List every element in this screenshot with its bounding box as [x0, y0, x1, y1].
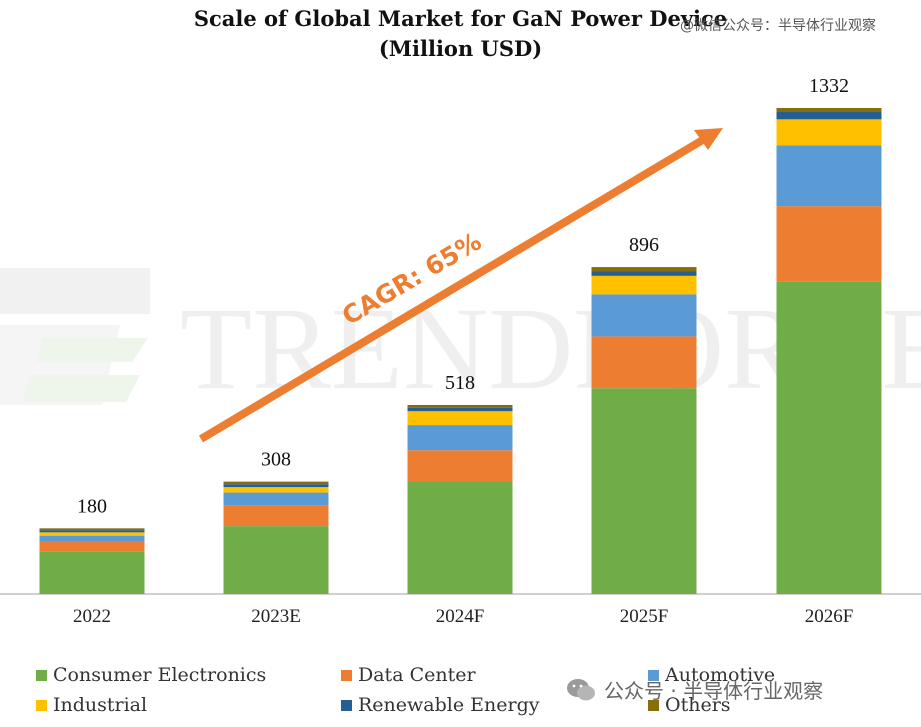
total-label-2026F: 1332: [809, 75, 849, 97]
bar-segment-consumer-electronics-2026F: [776, 281, 882, 594]
x-tick-label-2023E: 2023E: [251, 606, 301, 627]
total-label-2023E: 308: [261, 449, 291, 471]
legend-label: Others: [665, 694, 731, 716]
bar-segment-others-2022: [39, 528, 145, 531]
bar-segment-industrial-2026F: [776, 119, 882, 146]
value-labels: 180 308 518 896 1332: [77, 75, 849, 517]
chart-title-line1: Scale of Global Market for GaN Power Dev…: [193, 6, 728, 31]
bar-segment-data-center-2026F: [776, 206, 882, 282]
watermark-bottom-text: 公众号 · 半导体行业观察: [604, 679, 824, 703]
watermark-top: @微信公众号：半导体行业观察: [680, 18, 876, 34]
wechat-icon: [567, 678, 595, 700]
bar-segment-consumer-electronics-2024F: [407, 481, 513, 594]
legend-swatch: [36, 669, 47, 681]
legend-item-automotive: Automotive: [648, 664, 775, 686]
bar-segment-automotive-2025F: [591, 294, 697, 337]
bar-segment-data-center-2025F: [591, 336, 697, 389]
bar-segment-data-center-2023E: [223, 505, 329, 527]
legend-label: Automotive: [665, 664, 776, 686]
cagr-arrow-head: [694, 128, 723, 150]
total-label-2022: 180: [77, 495, 107, 517]
bar-segment-industrial-2024F: [407, 411, 513, 426]
legend-item-consumer-electronics: Consumer Electronics: [36, 664, 266, 686]
chart-title-line2: (Million USD): [378, 36, 543, 61]
total-label-2024F: 518: [445, 372, 475, 394]
bar-segment-consumer-electronics-2023E: [223, 526, 329, 594]
legend-label: Industrial: [53, 694, 148, 716]
legend-swatch: [341, 699, 352, 711]
legend-label: Data Center: [358, 664, 476, 686]
chart-title: Scale of Global Market for GaN Power Dev…: [0, 4, 921, 64]
bar-segment-others-2026F: [776, 108, 882, 113]
legend-label: Renewable Energy: [358, 694, 540, 716]
x-tick-label-2025F: 2025F: [620, 606, 669, 627]
legend-item-industrial: Industrial: [36, 694, 147, 716]
bar-segment-renewable-energy-2023E: [223, 484, 329, 488]
watermark-bottom: 公众号 · 半导体行业观察: [566, 675, 823, 704]
legend-swatch: [648, 699, 659, 711]
category-labels: 2022 2023E 2024F 2025F 2026F: [73, 606, 853, 627]
legend-label: Consumer Electronics: [53, 664, 267, 686]
legend-swatch: [341, 669, 352, 681]
cagr-arrow-shaft: [198, 134, 709, 443]
bar-segment-automotive-2026F: [776, 145, 882, 207]
bar-segment-others-2023E: [223, 481, 329, 485]
bar-segment-industrial-2025F: [591, 275, 697, 295]
bar-segment-consumer-electronics-2022: [39, 551, 145, 594]
bar-segment-others-2024F: [407, 405, 513, 408]
bar-segment-renewable-energy-2026F: [776, 112, 882, 120]
legend-item-renewable-energy: Renewable Energy: [341, 694, 539, 716]
bar-segment-others-2025F: [591, 267, 697, 272]
bar-segment-consumer-electronics-2025F: [591, 388, 697, 594]
bar-segment-renewable-energy-2024F: [407, 407, 513, 412]
x-tick-label-2024F: 2024F: [436, 606, 485, 627]
bar-segment-automotive-2022: [39, 535, 145, 542]
x-tick-label-2022: 2022: [73, 606, 111, 627]
bar-segment-data-center-2022: [39, 541, 145, 552]
legend-item-data-center: Data Center: [341, 664, 476, 686]
legend-swatch: [36, 699, 47, 711]
total-label-2025F: 896: [629, 234, 659, 256]
legend-swatch: [648, 669, 659, 681]
legend-item-others: Others: [648, 694, 731, 716]
bar-segment-automotive-2023E: [223, 492, 329, 506]
cagr-arrow: [198, 128, 723, 443]
bar-segment-industrial-2022: [39, 532, 145, 536]
x-tick-label-2026F: 2026F: [805, 606, 854, 627]
bar-segment-data-center-2024F: [407, 450, 513, 482]
bar-segment-renewable-energy-2022: [39, 530, 145, 533]
bar-group: [39, 108, 882, 594]
bar-segment-industrial-2023E: [223, 487, 329, 493]
bar-segment-renewable-energy-2025F: [591, 271, 697, 276]
bar-segment-automotive-2024F: [407, 425, 513, 451]
